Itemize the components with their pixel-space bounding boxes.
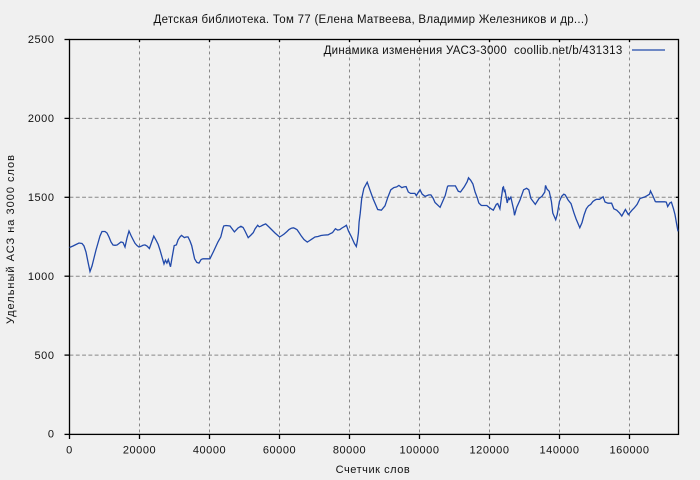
svg-text:500: 500: [34, 350, 54, 362]
svg-text:2500: 2500: [28, 34, 55, 46]
svg-text:100000: 100000: [399, 445, 439, 457]
svg-text:20000: 20000: [123, 445, 156, 457]
svg-text:40000: 40000: [193, 445, 226, 457]
svg-text:1000: 1000: [28, 271, 55, 283]
svg-text:Детская библиотека. Том 77 (Ел: Детская библиотека. Том 77 (Елена Матвее…: [154, 14, 589, 26]
svg-text:160000: 160000: [609, 445, 649, 457]
svg-text:Динамика изменения УАСЗ-3000: Динамика изменения УАСЗ-3000 coollib.net…: [324, 45, 623, 57]
svg-text:140000: 140000: [539, 445, 579, 457]
svg-text:0: 0: [48, 429, 55, 441]
svg-text:80000: 80000: [333, 445, 366, 457]
svg-text:1500: 1500: [28, 192, 55, 204]
svg-text:60000: 60000: [263, 445, 296, 457]
svg-text:2000: 2000: [28, 113, 55, 125]
svg-text:0: 0: [66, 445, 73, 457]
svg-text:Удельный АСЗ на 3000 слов: Удельный АСЗ на 3000 слов: [5, 154, 17, 324]
svg-text:Счетчик слов: Счетчик слов: [336, 464, 411, 476]
svg-text:120000: 120000: [469, 445, 509, 457]
